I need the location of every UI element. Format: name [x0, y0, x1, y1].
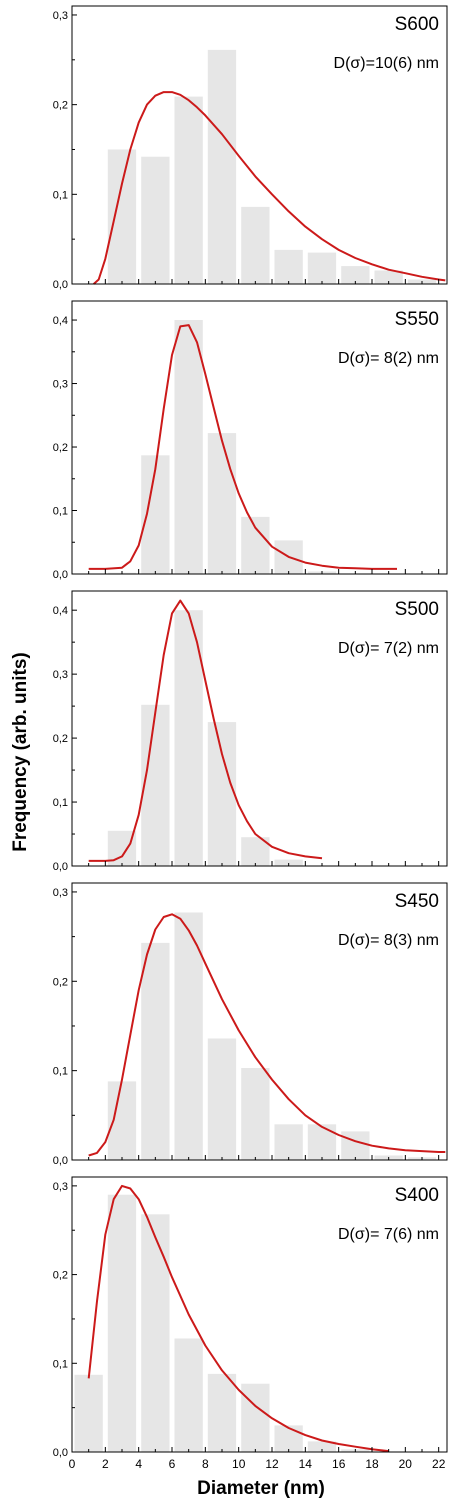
y-axis-label: Frequency (arb. units) — [10, 652, 31, 852]
y-tick-label: 0,3 — [53, 379, 68, 391]
y-tick-label: 0,1 — [53, 506, 68, 518]
fit-curve — [88, 324, 397, 570]
y-tick-label: 0,3 — [53, 887, 68, 899]
x-tick-label: 2 — [102, 1457, 109, 1471]
fit-curve — [88, 913, 446, 1157]
histogram-bar — [107, 1194, 137, 1452]
y-tick-label: 0,4 — [53, 315, 68, 327]
y-tick-label: 0,1 — [53, 1066, 68, 1078]
histogram-bar — [241, 1068, 270, 1160]
x-axis-label: Diameter (nm) — [197, 1478, 325, 1499]
panel-frame — [71, 300, 448, 575]
histogram-bar — [207, 1373, 237, 1452]
y-tick-label: 0,2 — [53, 1270, 68, 1282]
histogram-bar — [274, 859, 303, 866]
panel-frame — [71, 5, 448, 285]
panel-annotation: D(σ)= 8(3) nm — [338, 932, 439, 949]
panel-frame — [71, 1176, 448, 1453]
histogram-bar — [307, 1124, 337, 1160]
histogram-bar — [107, 1081, 137, 1160]
panel-annotation: D(σ)= 7(6) nm — [338, 1226, 439, 1243]
y-tick-label: 0,0 — [53, 1447, 68, 1459]
panel-title: S500 — [395, 599, 439, 620]
y-tick-label: 0,1 — [53, 797, 68, 809]
y-tick-label: 0,1 — [53, 1358, 68, 1370]
histogram-bar — [341, 1131, 370, 1160]
x-tick-label: 12 — [265, 1457, 279, 1471]
y-tick-label: 0,2 — [53, 733, 68, 745]
x-tick-label: 20 — [399, 1457, 413, 1471]
histogram-bar — [274, 1425, 303, 1452]
histogram-bar — [341, 266, 370, 284]
histogram-bar — [174, 320, 203, 574]
panel-title: S550 — [395, 309, 439, 330]
y-tick-label: 0,1 — [53, 189, 68, 201]
histogram-bar — [141, 156, 170, 284]
y-tick-label: 0,2 — [53, 100, 68, 112]
y-tick-label: 0,3 — [53, 1181, 68, 1193]
panel-annotation: D(σ)=10(6) nm — [334, 55, 439, 72]
panel-frame — [71, 882, 448, 1161]
fit-curve — [93, 91, 446, 285]
histogram-bar — [174, 96, 203, 284]
panel-frame — [71, 590, 448, 867]
histogram-bar — [241, 206, 270, 284]
histogram-bar — [74, 1374, 103, 1452]
y-tick-label: 0,2 — [53, 442, 68, 454]
y-tick-label: 0,0 — [53, 279, 68, 291]
x-tick-label: 14 — [299, 1457, 313, 1471]
x-tick-label: 6 — [169, 1457, 176, 1471]
y-tick-label: 0,0 — [53, 1155, 68, 1167]
histogram-bar — [207, 433, 237, 574]
x-tick-label: 16 — [332, 1457, 346, 1471]
histogram-bar — [307, 1441, 337, 1452]
panel-title: S450 — [395, 891, 439, 912]
y-tick-label: 0,0 — [53, 569, 68, 581]
histogram-bar — [274, 1124, 303, 1160]
panel-title: S600 — [395, 14, 439, 35]
histogram-bar — [241, 516, 270, 574]
fit-curve — [87, 1184, 389, 1453]
x-tick-label: 0 — [69, 1457, 76, 1471]
x-tick-label: 8 — [202, 1457, 209, 1471]
histogram-bar — [307, 252, 337, 284]
panel-title: S400 — [395, 1185, 439, 1206]
y-tick-label: 0,3 — [53, 669, 68, 681]
histogram-bar — [207, 49, 237, 285]
histogram-bar — [141, 704, 170, 866]
histogram-bar — [174, 912, 203, 1160]
histogram-bar — [141, 1214, 170, 1452]
y-tick-label: 0,3 — [53, 10, 68, 22]
histogram-bar — [241, 1383, 270, 1452]
x-tick-label: 22 — [432, 1457, 446, 1471]
histogram-bar — [374, 270, 403, 284]
y-tick-label: 0,0 — [53, 861, 68, 873]
panel-annotation: D(σ)= 8(2) nm — [338, 350, 439, 367]
x-tick-label: 18 — [365, 1457, 379, 1471]
y-tick-label: 0,2 — [53, 976, 68, 988]
histogram-bar — [174, 1338, 203, 1452]
y-tick-label: 0,4 — [53, 605, 68, 617]
histogram-bar — [207, 722, 237, 866]
panel-annotation: D(σ)= 7(2) nm — [338, 640, 439, 657]
histogram-bar — [274, 249, 303, 284]
fit-curve — [88, 599, 323, 862]
x-tick-label: 4 — [135, 1457, 142, 1471]
histogram-bar — [107, 149, 137, 284]
histogram-bar — [174, 610, 203, 866]
histogram-bar — [141, 942, 170, 1160]
histogram-bar — [207, 1038, 237, 1160]
x-tick-label: 10 — [232, 1457, 246, 1471]
